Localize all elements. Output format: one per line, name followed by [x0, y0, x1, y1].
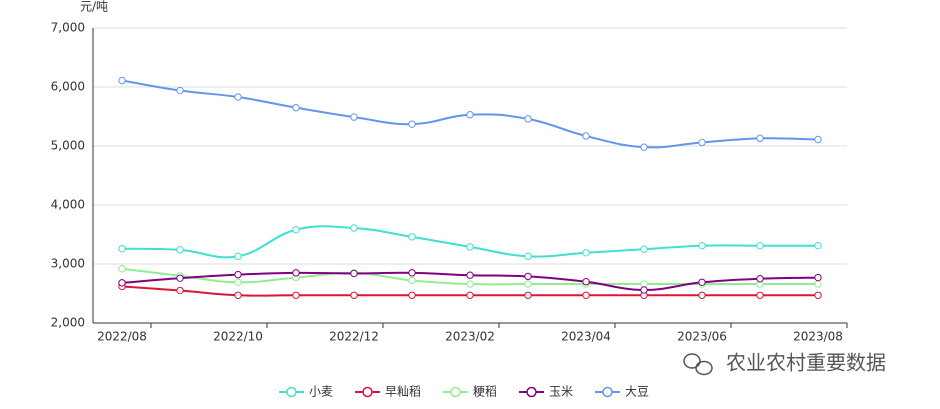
point [408, 269, 416, 277]
point [234, 278, 242, 286]
point [814, 291, 822, 299]
legend-label: 小麦 [309, 385, 333, 399]
point [292, 103, 300, 112]
point [408, 276, 416, 285]
point [176, 86, 184, 95]
point [698, 242, 706, 250]
x-tick-label: 2023/08 [793, 330, 843, 344]
legend-symbol [602, 386, 613, 398]
point [814, 280, 822, 288]
point [350, 291, 358, 299]
point [524, 272, 532, 281]
point [234, 252, 242, 261]
point [234, 270, 242, 279]
point [756, 242, 764, 250]
y-tick-label: 6,000 [51, 80, 85, 94]
x-tick-label: 2023/02 [445, 330, 495, 344]
y-tick-label: 3,000 [51, 257, 85, 271]
legend-item[interactable]: 早籼稻 [355, 385, 421, 399]
y-axis-unit: 元/吨 [80, 0, 108, 14]
legend-symbol [362, 386, 373, 398]
legend-label: 早籼稻 [385, 385, 421, 399]
point [756, 291, 764, 299]
point [698, 138, 706, 147]
legend-symbol [526, 386, 537, 398]
point [234, 93, 242, 101]
legend-item[interactable]: 大豆 [595, 385, 649, 399]
point [176, 246, 184, 254]
legend-label: 粳稻 [473, 385, 497, 399]
point [350, 113, 358, 121]
x-tick-label: 2022/08 [97, 330, 147, 344]
point [640, 245, 648, 253]
point [814, 273, 822, 282]
point [408, 120, 416, 128]
point [582, 291, 590, 299]
point [640, 143, 648, 151]
watermark: 农业农村重要数据 [726, 351, 886, 375]
x-tick-label: 2023/06 [677, 330, 727, 344]
point [698, 291, 706, 299]
legend-symbol [450, 386, 461, 398]
point [466, 291, 474, 299]
x-tick-label: 2022/10 [213, 330, 263, 344]
y-tick-label: 5,000 [51, 139, 85, 153]
legend-item[interactable]: 玉米 [519, 385, 573, 399]
point [524, 280, 532, 288]
y-tick-label: 2,000 [51, 316, 85, 330]
legend-symbol [286, 386, 297, 398]
point [698, 278, 706, 286]
point [176, 286, 184, 295]
point [292, 291, 300, 299]
point [756, 275, 764, 283]
point [292, 226, 300, 234]
point [408, 233, 416, 241]
legend-label: 大豆 [625, 385, 649, 399]
point [582, 278, 590, 286]
point [118, 244, 126, 253]
legend-item[interactable]: 粳稻 [443, 385, 497, 399]
point [118, 76, 126, 85]
point [524, 115, 532, 123]
point [466, 243, 474, 251]
watermark-icon [683, 353, 713, 376]
legend-label: 玉米 [549, 385, 573, 399]
point [234, 291, 242, 299]
point [466, 280, 474, 288]
x-tick-label: 2022/12 [329, 330, 379, 344]
point [582, 132, 590, 140]
point [756, 134, 764, 143]
point [350, 224, 358, 232]
point [524, 291, 532, 299]
point [814, 135, 822, 144]
point [118, 279, 126, 287]
point [466, 271, 474, 279]
point [408, 291, 416, 299]
point [292, 269, 300, 277]
series-line [121, 225, 818, 259]
point [814, 242, 822, 250]
point [350, 269, 358, 278]
point [466, 111, 474, 119]
point [582, 249, 590, 257]
y-tick-label: 4,000 [51, 198, 85, 212]
point [640, 286, 648, 294]
x-tick-label: 2023/04 [561, 330, 611, 344]
point [524, 252, 532, 261]
legend-item[interactable]: 小麦 [279, 385, 333, 399]
y-tick-label: 7,000 [51, 21, 85, 35]
point [118, 265, 126, 273]
point [176, 274, 184, 282]
